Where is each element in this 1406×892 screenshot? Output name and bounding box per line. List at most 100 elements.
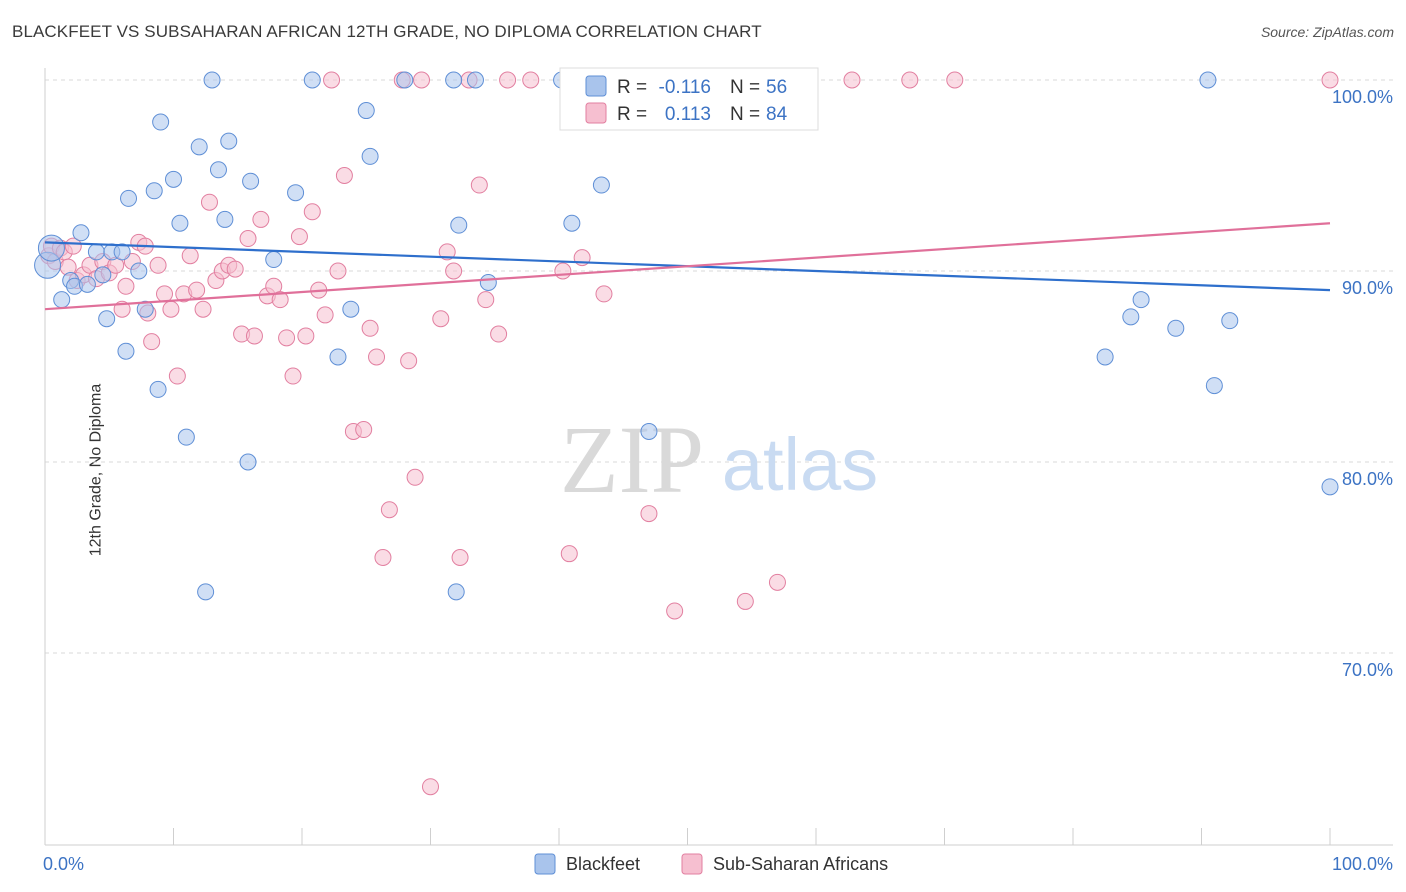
- blackfeet-point: [361, 147, 379, 165]
- blackfeet-point: [466, 71, 484, 89]
- blackfeet-point: [1199, 71, 1217, 89]
- blackfeet-point: [1096, 348, 1114, 366]
- subsaharan-point: [736, 592, 754, 610]
- blackfeet-point: [78, 275, 96, 293]
- series-blackfeet-points: [34, 71, 1339, 601]
- y-tick-label: 80.0%: [1342, 469, 1393, 489]
- subsaharan-point: [361, 319, 379, 337]
- blackfeet-point: [287, 184, 305, 202]
- blackfeet-point: [329, 348, 347, 366]
- subsaharan-point: [143, 333, 161, 351]
- subsaharan-point: [168, 367, 186, 385]
- subsaharan-point: [666, 602, 684, 620]
- blackfeet-point: [265, 251, 283, 269]
- subsaharan-point: [380, 501, 398, 519]
- subsaharan-point: [946, 71, 964, 89]
- subsaharan-point: [188, 281, 206, 299]
- subsaharan-point: [595, 285, 613, 303]
- subsaharan-point: [226, 260, 244, 278]
- blackfeet-point: [592, 176, 610, 194]
- subsaharan-point: [470, 176, 488, 194]
- subsaharan-point: [194, 300, 212, 318]
- subsaharan-trend-line: [44, 222, 1331, 311]
- subsaharan-point: [329, 262, 347, 280]
- blackfeet-point: [190, 138, 208, 156]
- subsaharan-point: [323, 71, 341, 89]
- legend-swatch-blue: [585, 75, 607, 97]
- legend-n-value-pink: 84: [766, 104, 788, 125]
- legend-r-label-blue: R =: [617, 77, 647, 98]
- subsaharan-point: [451, 549, 469, 566]
- subsaharan-point: [303, 203, 321, 221]
- subsaharan-point: [522, 71, 540, 89]
- legend-r-label-pink: R =: [617, 104, 647, 125]
- subsaharan-point: [239, 230, 257, 248]
- subsaharan-point: [278, 329, 296, 347]
- blackfeet-point: [1205, 377, 1223, 395]
- blackfeet-point: [447, 583, 465, 601]
- tick-labels: 100.0% 90.0% 80.0% 70.0% 0.0% 100.0%: [43, 87, 1393, 874]
- blackfeet-point: [136, 300, 154, 318]
- subsaharan-point: [843, 71, 861, 89]
- blackfeet-point: [479, 273, 497, 291]
- legend-n-label-blue: N =: [730, 77, 760, 98]
- x-tick-label: 0.0%: [43, 854, 84, 874]
- legend-r-value-blue: -0.116: [659, 77, 711, 98]
- subsaharan-point: [640, 505, 658, 523]
- blackfeet-point: [1167, 319, 1185, 337]
- blackfeet-point: [87, 243, 105, 261]
- subsaharan-point: [499, 71, 517, 89]
- watermark: ZIP atlas: [560, 406, 878, 513]
- blackfeet-point: [177, 428, 195, 446]
- watermark-zip: ZIP: [560, 406, 704, 513]
- subsaharan-point: [290, 228, 308, 246]
- grid-lines: [45, 79, 1395, 654]
- subsaharan-point: [400, 352, 418, 370]
- subsaharan-point: [374, 549, 392, 566]
- chart-title: BLACKFEET VS SUBSAHARAN AFRICAN 12TH GRA…: [12, 22, 762, 41]
- blackfeet-point: [152, 113, 170, 131]
- blackfeet-point: [149, 380, 167, 398]
- stats-legend: R = -0.116 N = 56 R = 0.113 N = 84: [559, 67, 819, 131]
- subsaharan-point: [560, 545, 578, 563]
- legend-swatch-pink: [585, 102, 607, 124]
- subsaharan-point: [252, 210, 270, 228]
- y-tick-label: 90.0%: [1342, 278, 1393, 298]
- x-tick-label: 100.0%: [1332, 854, 1393, 874]
- subsaharan-point: [316, 306, 334, 324]
- subsaharan-point: [438, 243, 456, 261]
- bottom-legend-subsaharan: Sub-Saharan Africans: [713, 854, 888, 874]
- blackfeet-point: [303, 71, 321, 89]
- subsaharan-point: [422, 778, 439, 796]
- subsaharan-point: [445, 262, 463, 280]
- blackfeet-point: [220, 132, 238, 150]
- blackfeet-point: [640, 422, 658, 440]
- subsaharan-point: [149, 256, 167, 274]
- blackfeet-point: [1122, 308, 1140, 326]
- blackfeet-point: [1321, 478, 1339, 496]
- blackfeet-point: [94, 266, 112, 284]
- subsaharan-point: [368, 348, 386, 366]
- subsaharan-point: [554, 262, 572, 280]
- blackfeet-point: [1221, 312, 1239, 330]
- source-label: Source: ZipAtlas.com: [1260, 24, 1394, 40]
- bottom-legend-swatch-pink: [681, 853, 703, 875]
- subsaharan-point: [271, 291, 289, 309]
- blackfeet-point: [113, 243, 131, 261]
- subsaharan-point: [1321, 71, 1339, 89]
- blackfeet-point: [357, 102, 375, 120]
- subsaharan-point: [490, 325, 508, 343]
- subsaharan-point: [768, 573, 786, 591]
- blackfeet-point: [239, 453, 257, 471]
- blackfeet-point: [209, 161, 227, 179]
- subsaharan-point: [355, 421, 373, 439]
- blackfeet-point: [130, 262, 148, 280]
- subsaharan-point: [297, 327, 315, 345]
- subsaharan-point: [284, 367, 302, 385]
- subsaharan-point: [335, 167, 353, 184]
- blackfeet-point: [165, 170, 182, 188]
- blackfeet-point: [197, 583, 215, 601]
- blackfeet-point: [37, 234, 65, 262]
- subsaharan-point: [901, 71, 919, 89]
